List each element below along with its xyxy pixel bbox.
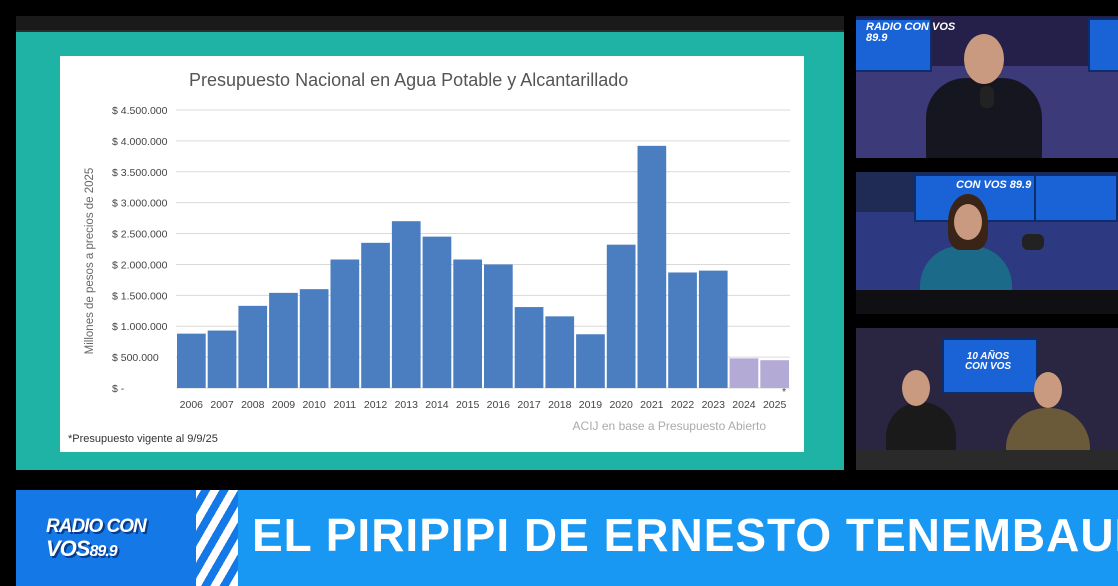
asterisk-mark: * [782, 386, 786, 398]
bar-2008 [238, 305, 268, 388]
bar-2021 [637, 145, 667, 388]
grid-lines [176, 109, 790, 389]
x-tick-label: 2013 [395, 399, 419, 411]
cam3-logo-bottom: CON VOS [964, 361, 1012, 372]
y-tick-label: $ 2.000.000 [112, 259, 168, 271]
microphone-icon [980, 86, 994, 108]
studio-screen [856, 18, 932, 72]
cam1-logo-text: RADIO CON VOS [866, 21, 956, 33]
cam1-logo-freq: 89.9 [866, 32, 888, 44]
bar-2014 [422, 236, 452, 388]
x-tick-label: 2016 [487, 399, 511, 411]
y-tick-label: $ 2.500.000 [112, 229, 168, 241]
x-tick-labels: 2006 2007 2008 2009 2010 2011 2012 2013 2014 2015… [180, 399, 787, 411]
x-tick-label: 2020 [609, 399, 633, 411]
x-tick-label: 2012 [364, 399, 388, 411]
x-tick-label: 2025 [763, 399, 787, 411]
y-tick-label: $ 1.500.000 [112, 290, 168, 302]
x-tick-label: 2024 [732, 399, 756, 411]
y-tick-label: $ 3.000.000 [112, 198, 168, 210]
x-tick-label: 2007 [210, 399, 234, 411]
bar-2019 [576, 334, 605, 388]
studio-desk [856, 450, 1118, 470]
cam3-logo-top: 10 AÑOS [966, 351, 1010, 362]
camera-feed-3: 10 AÑOS CON VOS [856, 328, 1118, 470]
bar-2007 [207, 330, 237, 388]
chart-slide: Presupuesto Nacional en Agua Potable y A… [60, 56, 804, 452]
anniversary-logo: 10 AÑOS CON VOS [952, 352, 1024, 372]
y-tick-label: $ 500.000 [112, 352, 159, 364]
bar-2006 [177, 333, 206, 388]
chart-source: ACIJ en base a Presupuesto Abierto [573, 419, 767, 433]
studio-desk [856, 290, 1118, 314]
banner-title-block: EL PIRIPIPI DE ERNESTO TENEMBAUM [238, 490, 1118, 586]
x-tick-label: 2018 [548, 399, 572, 411]
cam2-logo-freq: 89.9 [1009, 179, 1032, 191]
x-tick-label: 2017 [517, 399, 541, 411]
cam2-logo-text: CON VOS [956, 179, 1007, 191]
logo-line-1: RADIO CON [46, 516, 147, 537]
segment-title: EL PIRIPIPI DE ERNESTO TENEMBAUM [252, 509, 1118, 561]
y-tick-label: $ 4.500.000 [112, 105, 168, 117]
bar-2012 [361, 242, 390, 388]
presentation-panel: Presupuesto Nacional en Agua Potable y A… [16, 16, 844, 470]
studio-screen-right [1088, 18, 1118, 72]
panelist-right-head [1034, 372, 1062, 408]
x-tick-label: 2023 [702, 399, 726, 411]
y-tick-labels: $ - $ 500.000 $ 1.000.000 $ 1.500.000 $ 2.00… [112, 105, 168, 395]
camera-feed-2: CON VOS 89.9 [856, 172, 1118, 314]
bar-2018 [545, 316, 575, 388]
x-tick-label: 2009 [272, 399, 296, 411]
radio-logo-chip: RADIO CON VOS 89.9 [866, 22, 955, 44]
panelist-head [954, 204, 982, 240]
bar-2017 [514, 307, 544, 388]
bar-2023 [698, 270, 728, 388]
bar-2016 [484, 264, 513, 388]
radio-logo-chip: CON VOS 89.9 [956, 180, 1031, 191]
logo-vos: VOS [46, 536, 90, 561]
y-axis-label: Millones de pesos a precios de 2025 [84, 168, 96, 355]
panelist-left-head [902, 370, 930, 406]
x-tick-label: 2006 [180, 399, 204, 411]
microphone-icon [1022, 234, 1044, 250]
bar-2010 [299, 289, 329, 388]
chart-footnote: *Presupuesto vigente al 9/9/25 [68, 433, 218, 445]
bar-2022 [668, 272, 697, 388]
radio-logo: RADIO CON VOS89.9 [16, 490, 196, 586]
lower-third-banner: RADIO CON VOS89.9 EL PIRIPIPI DE ERNESTO… [16, 490, 1118, 586]
x-tick-label: 2008 [241, 399, 265, 411]
logo-line-2: VOS89.9 [46, 536, 118, 562]
x-tick-label: 2015 [456, 399, 480, 411]
camera-feed-1: RADIO CON VOS 89.9 [856, 16, 1118, 158]
y-tick-label: $ 1.000.000 [112, 321, 168, 333]
bar-2020 [606, 244, 636, 388]
bar-2015 [453, 259, 482, 388]
logo-frequency: 89.9 [89, 543, 117, 560]
bars [177, 145, 789, 388]
x-tick-label: 2022 [671, 399, 695, 411]
bar-chart: Presupuesto Nacional en Agua Potable y A… [68, 70, 790, 445]
x-tick-label: 2010 [302, 399, 326, 411]
bar-2013 [391, 221, 421, 388]
studio-screen-right [1034, 174, 1118, 222]
y-tick-label: $ 4.000.000 [112, 136, 168, 148]
y-tick-label: $ - [112, 383, 125, 395]
y-tick-label: $ 3.500.000 [112, 167, 168, 179]
bar-2009 [269, 292, 298, 388]
bar-2025 [760, 360, 789, 388]
chart-title: Presupuesto Nacional en Agua Potable y A… [189, 70, 628, 90]
bar-2011 [330, 259, 360, 388]
x-tick-label: 2019 [579, 399, 603, 411]
x-tick-label: 2021 [640, 399, 664, 411]
host-head [964, 34, 1004, 84]
bar-2024 [729, 358, 759, 388]
x-tick-label: 2014 [425, 399, 449, 411]
banner-stripes [196, 490, 238, 586]
x-tick-label: 2011 [334, 399, 357, 411]
presentation-top-bar [16, 16, 844, 32]
studio-screen [942, 338, 1038, 394]
